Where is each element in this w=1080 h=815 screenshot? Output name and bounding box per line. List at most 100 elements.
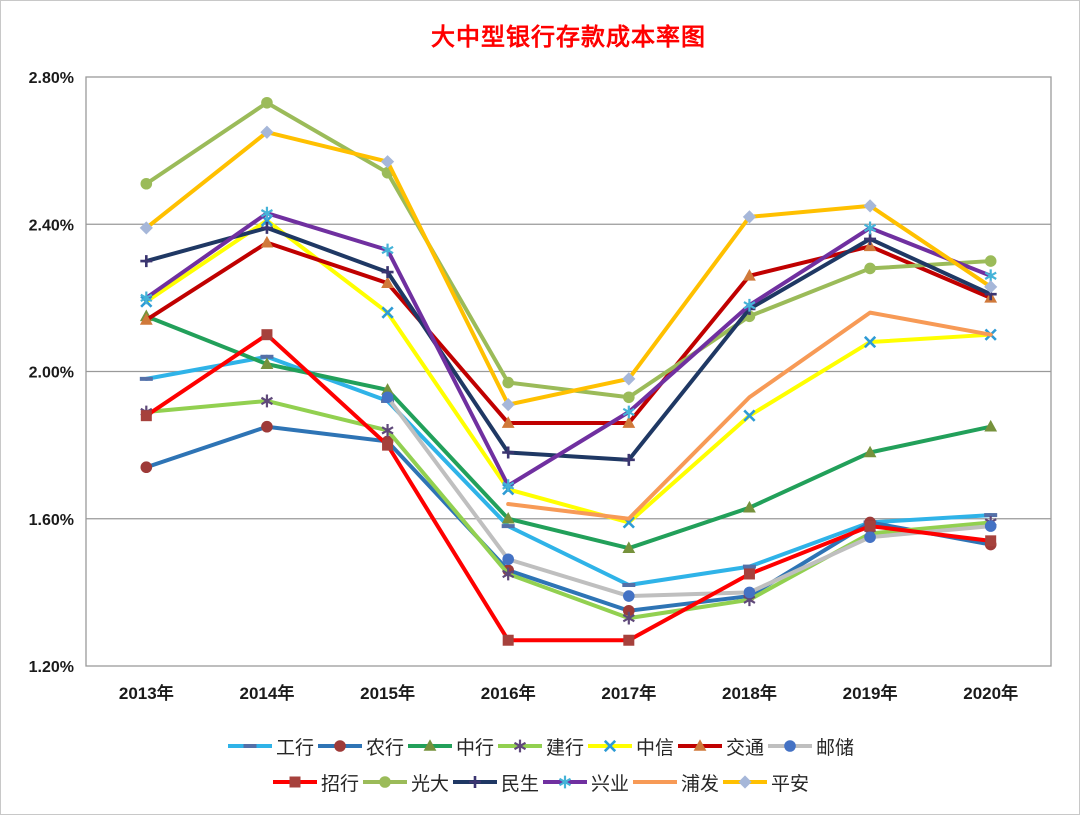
x-tick-label: 2013年 xyxy=(119,683,174,703)
plus-marker xyxy=(622,453,635,466)
square-marker xyxy=(289,776,301,788)
legend-swatch-中行 xyxy=(407,739,452,751)
plus-marker xyxy=(468,776,481,788)
circle-marker xyxy=(864,531,876,543)
legend-swatch-建行 xyxy=(497,739,542,753)
triangle-marker xyxy=(622,541,636,553)
legend-label: 平安 xyxy=(771,773,810,795)
circle-marker xyxy=(984,255,997,267)
legend-label: 民生 xyxy=(500,773,539,795)
series-邮储 xyxy=(381,391,997,602)
triangle-marker xyxy=(863,239,877,252)
diamond-marker xyxy=(501,398,515,412)
triangle-marker xyxy=(139,313,153,325)
triangle-marker xyxy=(984,419,998,432)
x-tick-label: 2019年 xyxy=(843,683,898,703)
diamond-marker xyxy=(260,125,274,139)
series-招行 xyxy=(140,329,997,646)
series-line-浦发 xyxy=(506,310,993,521)
series-浦发 xyxy=(506,310,993,521)
triangle-marker xyxy=(863,445,877,458)
legend-label: 工行 xyxy=(275,737,314,759)
triangle-marker xyxy=(260,235,274,248)
legend-swatch-民生 xyxy=(452,776,497,788)
legend-item-建行: 建行 xyxy=(496,729,584,763)
square-marker xyxy=(502,634,514,646)
circle-marker xyxy=(623,391,635,404)
legend-swatch-邮储 xyxy=(768,740,813,752)
diamond-marker xyxy=(139,221,153,235)
series-line-工行 xyxy=(144,354,993,588)
dash-marker xyxy=(622,583,636,588)
star-marker xyxy=(513,739,527,753)
x-tick-label: 2020年 xyxy=(963,683,1018,703)
legend-item-招行: 招行 xyxy=(271,765,359,799)
square-marker xyxy=(261,329,273,341)
plus-marker xyxy=(502,446,515,459)
series-line-招行 xyxy=(144,332,993,643)
x-marker xyxy=(381,306,394,319)
series-line-平安 xyxy=(144,130,993,407)
legend-item-中信: 中信 xyxy=(586,729,674,763)
star-marker xyxy=(558,775,572,789)
x-tick-label: 2018年 xyxy=(722,683,777,703)
plus-marker xyxy=(260,221,273,234)
plus-marker xyxy=(381,266,394,279)
legend-label: 建行 xyxy=(545,737,584,759)
triangle-marker xyxy=(693,739,707,751)
legend-item-浦发: 浦发 xyxy=(631,765,719,799)
legend-swatch-交通 xyxy=(678,739,723,751)
legend-swatch-工行 xyxy=(227,744,272,748)
star-marker xyxy=(260,394,273,408)
triangle-marker xyxy=(743,268,756,281)
dash-marker xyxy=(501,524,515,529)
diamond-marker xyxy=(863,199,877,213)
square-marker xyxy=(140,410,152,422)
legend-swatch-浦发 xyxy=(633,780,678,784)
series-line-光大 xyxy=(144,100,993,400)
circle-marker xyxy=(623,590,635,602)
circle-marker xyxy=(334,740,346,752)
legend-item-中行: 中行 xyxy=(406,729,494,763)
x-marker xyxy=(603,739,617,753)
series-平安 xyxy=(139,125,998,412)
diamond-marker xyxy=(742,210,757,224)
diamond-marker xyxy=(984,280,998,294)
triangle-marker xyxy=(381,276,394,288)
circle-marker xyxy=(381,391,394,404)
dash-marker xyxy=(260,354,274,359)
legend-swatch-光大 xyxy=(362,776,407,788)
legend-item-农行: 农行 xyxy=(316,729,404,763)
legend-item-工行: 工行 xyxy=(226,729,314,763)
x-tick-label: 2014年 xyxy=(240,683,295,703)
circle-marker xyxy=(623,604,635,617)
diamond-marker xyxy=(380,155,395,169)
y-tick-label: 2.80% xyxy=(29,70,74,87)
triangle-marker xyxy=(423,739,437,751)
triangle-marker xyxy=(501,511,515,524)
series-兴业 xyxy=(140,206,997,493)
triangle-marker xyxy=(260,357,274,369)
legend-row-1: 工行 农行 中行 建行 中信 交通 邮储 xyxy=(225,729,855,763)
square-marker xyxy=(743,568,755,580)
circle-marker xyxy=(784,740,796,752)
chart-title: 大中型银行存款成本率图 xyxy=(431,25,706,51)
star-marker xyxy=(502,567,515,581)
legend-label: 农行 xyxy=(365,737,404,759)
series-line-兴业 xyxy=(144,211,993,488)
star-marker xyxy=(622,405,635,419)
x-marker xyxy=(743,409,756,422)
legend-item-民生: 民生 xyxy=(451,765,539,799)
legend-swatch-农行 xyxy=(317,740,362,752)
series-line-民生 xyxy=(144,225,993,462)
plus-marker xyxy=(140,255,153,268)
star-marker xyxy=(743,298,756,312)
circle-marker xyxy=(502,376,514,389)
legend-label: 光大 xyxy=(410,773,449,795)
y-tick-label: 1.20% xyxy=(29,659,74,676)
circle-marker xyxy=(743,586,756,599)
star-marker xyxy=(140,291,153,305)
legend-label: 交通 xyxy=(726,737,765,759)
dash-marker xyxy=(742,564,756,569)
